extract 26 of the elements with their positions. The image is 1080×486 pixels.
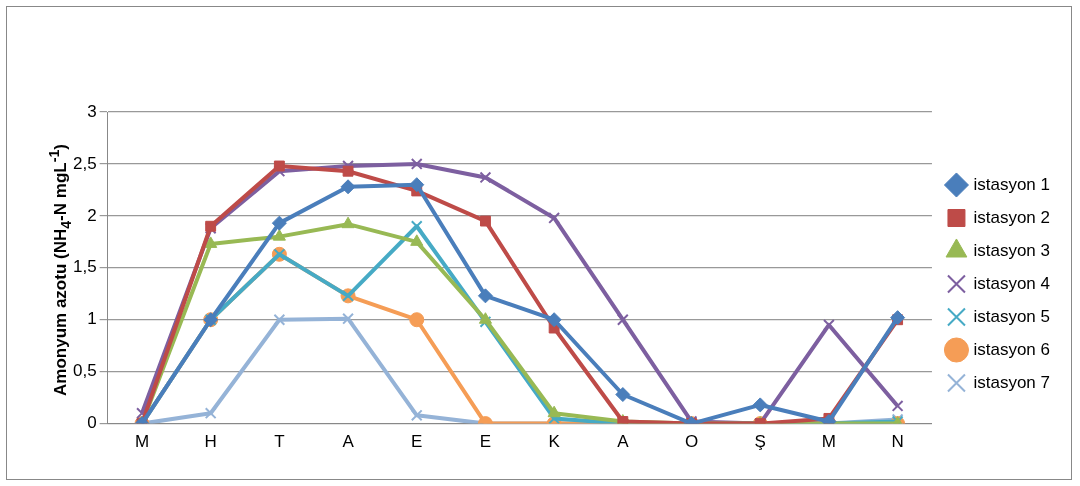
legend-label: istasyon 3 bbox=[973, 240, 1051, 260]
y-tick-label: 2 bbox=[87, 205, 97, 225]
legend-label: istasyon 2 bbox=[973, 207, 1051, 227]
y-tick-label: 2,5 bbox=[72, 153, 97, 173]
y-tick-label: 1 bbox=[87, 309, 97, 329]
x-tick-label: E bbox=[479, 432, 492, 452]
x-tick-label: M bbox=[821, 432, 836, 452]
y-tick-label: 0,5 bbox=[72, 361, 97, 381]
legend-label: istasyon 7 bbox=[973, 372, 1051, 392]
x-tick-label: N bbox=[891, 432, 904, 452]
x-tick-label: T bbox=[274, 432, 285, 452]
legend-label: istasyon 5 bbox=[973, 306, 1051, 326]
y-tick-label: 1,5 bbox=[72, 257, 97, 277]
x-tick-label: O bbox=[684, 432, 699, 452]
x-tick-label: A bbox=[617, 432, 630, 452]
x-tick-label: Ş bbox=[754, 432, 766, 452]
legend-label: istasyon 1 bbox=[973, 174, 1051, 194]
x-tick-label: K bbox=[548, 432, 561, 452]
legend-label: istasyon 6 bbox=[973, 339, 1051, 359]
x-tick-label: H bbox=[204, 432, 217, 452]
x-tick-label: A bbox=[342, 432, 355, 452]
y-tick-label: 3 bbox=[87, 101, 97, 121]
legend-label: istasyon 4 bbox=[973, 273, 1051, 293]
x-tick-label: M bbox=[134, 432, 150, 452]
y-tick-label: 0 bbox=[87, 413, 97, 433]
x-tick-label: E bbox=[411, 432, 423, 452]
